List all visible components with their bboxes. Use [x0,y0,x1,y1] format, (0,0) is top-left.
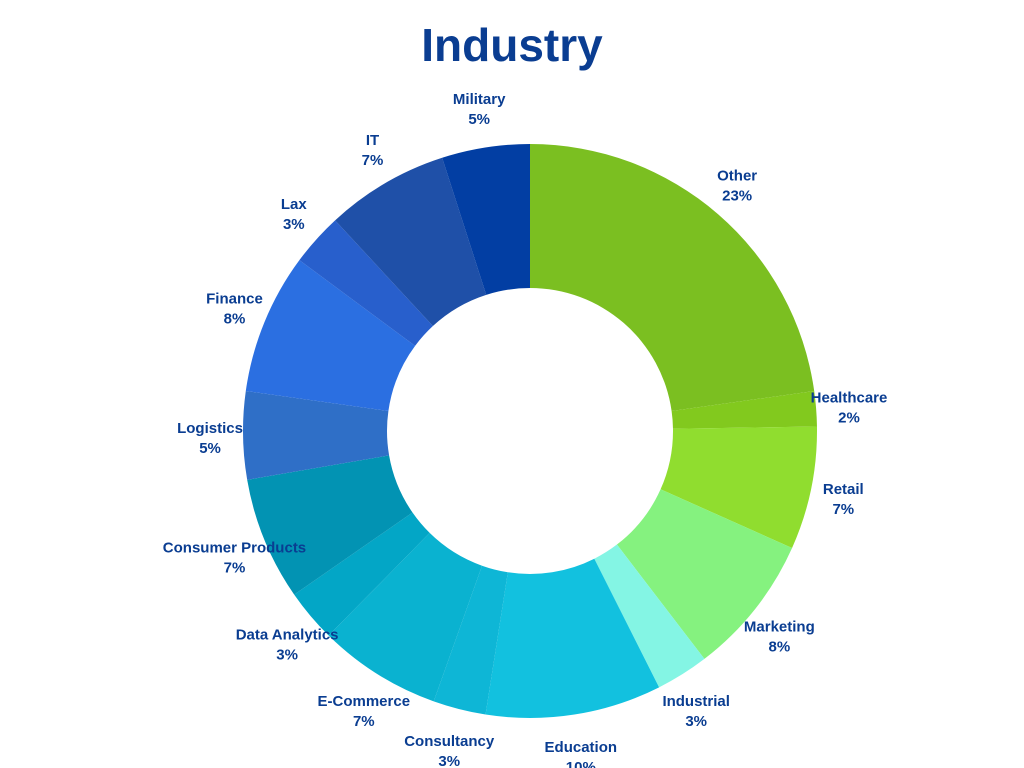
slice-label-industrial: Industrial [662,693,730,710]
slice-finance [245,260,416,412]
slice-other [530,144,815,412]
slice-data-analytics [294,512,430,636]
slice-e-commerce [328,532,483,702]
slice-logistics [243,390,390,480]
slice-label-military: Military [453,91,506,108]
slice-it [335,157,487,327]
slice-pct-consultancy: 3% [438,753,460,768]
slice-pct-retail: 7% [832,501,854,518]
slice-label-e-commerce: E-Commerce [318,693,411,710]
slice-pct-it: 7% [362,152,384,169]
slice-military [442,144,530,295]
slice-label-healthcare: Healthcare [811,390,888,407]
slice-label-logistics: Logistics [177,420,243,437]
slice-marketing [616,489,793,659]
slice-retail [660,426,817,549]
slice-pct-e-commerce: 7% [353,713,375,730]
slice-label-education: Education [545,739,618,756]
slice-pct-healthcare: 2% [838,410,860,427]
slice-pct-data-analytics: 3% [276,646,298,663]
slice-lax [299,220,433,346]
slice-industrial [594,544,705,688]
slice-pct-other: 23% [722,187,752,204]
slice-education [485,558,660,718]
slice-consultancy [433,565,508,715]
slice-pct-industrial: 3% [685,713,707,730]
slice-pct-lax: 3% [283,216,305,233]
chart-title: Industry [421,19,603,71]
slice-pct-military: 5% [468,111,490,128]
slice-label-other: Other [717,167,757,184]
slice-label-consumer-products: Consumer Products [163,539,306,556]
slice-healthcare [671,390,817,429]
slice-label-consultancy: Consultancy [404,733,495,750]
slice-label-finance: Finance [206,291,263,308]
slice-pct-consumer-products: 7% [224,559,246,576]
slice-label-retail: Retail [823,481,864,498]
slice-pct-marketing: 8% [769,638,791,655]
slice-consumer-products [247,455,413,595]
slice-label-it: IT [366,132,379,149]
slice-pct-finance: 8% [224,311,246,328]
slice-label-marketing: Marketing [744,618,815,635]
slice-pct-education: 10% [566,759,596,768]
slice-label-lax: Lax [281,196,308,213]
slice-label-data-analytics: Data Analytics [236,626,339,643]
slice-pct-logistics: 5% [199,440,221,457]
